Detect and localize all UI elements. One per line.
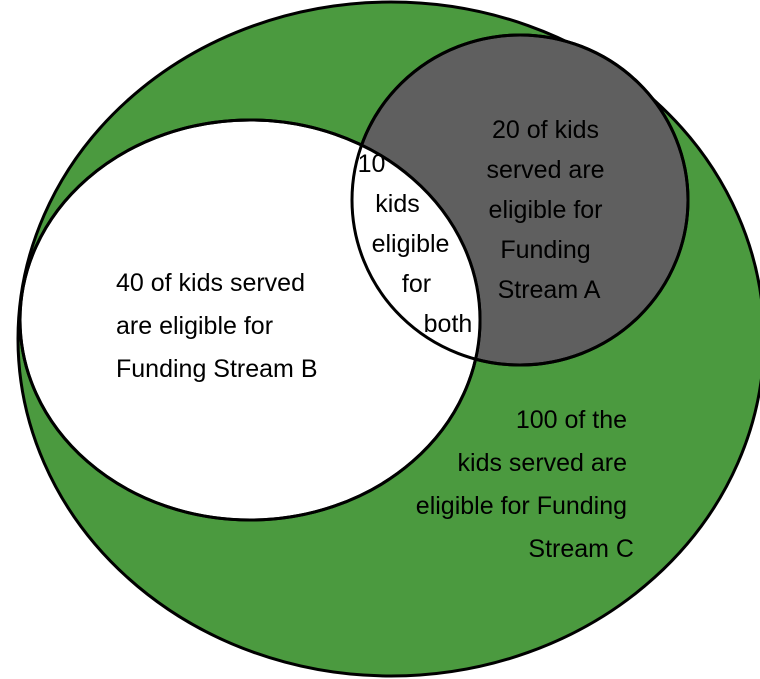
stream-b-outline bbox=[18, 118, 482, 522]
overlap-label: 10 kids eligible for both bbox=[358, 150, 473, 338]
overlap-region bbox=[352, 120, 480, 365]
stream-a-label: 20 of kids served are eligible for Fundi… bbox=[486, 116, 611, 304]
stream-c-label: 100 of the kids served are eligible for … bbox=[416, 406, 634, 563]
stream-b-label: 40 of kids served are eligible for Fundi… bbox=[116, 269, 318, 383]
stream-a-outline bbox=[350, 33, 690, 367]
